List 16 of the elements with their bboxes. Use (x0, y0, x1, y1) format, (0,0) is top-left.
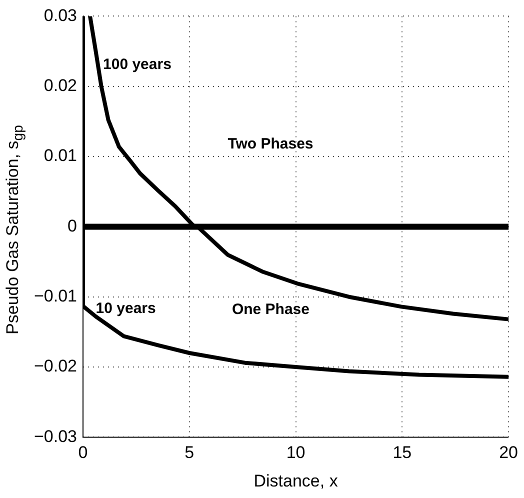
y-tick-label: −0.03 (34, 426, 78, 446)
x-tick-label: 10 (286, 443, 306, 462)
x-tick-label: 5 (184, 443, 194, 462)
annotation: 100 years (103, 56, 172, 73)
y-tick-label: 0 (68, 216, 78, 236)
x-axis-title: Distance, x (254, 471, 338, 490)
y-tick-label: −0.02 (34, 356, 78, 376)
y-tick-label: 0.01 (44, 146, 78, 166)
annotation: 10 years (96, 300, 156, 317)
annotation: One Phase (232, 301, 310, 318)
annotation: Two Phases (228, 136, 314, 153)
y-tick-label: −0.01 (34, 286, 78, 306)
x-tick-label: 15 (392, 443, 412, 462)
y-tick-label: 0.03 (44, 6, 78, 25)
y-tick-label: 0.02 (44, 76, 78, 96)
x-tick-label: 20 (499, 443, 518, 462)
